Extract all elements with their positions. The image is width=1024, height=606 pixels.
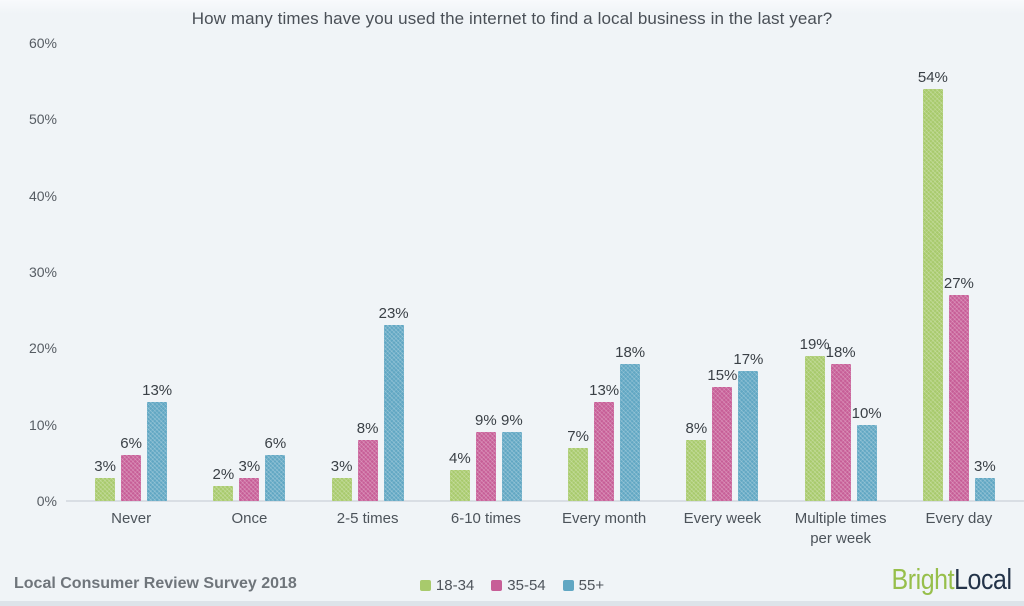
bar-value-label: 8% [685,419,708,437]
bar-18-34: 8% [686,420,707,501]
bar-35-54: 8% [357,420,378,501]
bar-group-multiple-times-per-week: 19% 18% 10% [782,43,900,501]
bar-value-label: 18% [615,343,646,361]
x-axis-label: Once [231,510,268,527]
bar-value-label: 3% [330,458,353,476]
x-axis-label: Every week [683,510,762,527]
bar-35-54: 13% [589,382,619,501]
bar-18-34: 7% [567,428,589,501]
x-axis-label: Every month [562,510,647,527]
bar-value-label: 13% [589,381,620,399]
legend-swatch [419,580,431,591]
legend-label: 55+ [578,577,605,594]
x-axis-line [66,500,1024,502]
y-axis-tick: 60% [28,35,57,51]
legend-label: 18-34 [435,577,475,594]
bar-18-34: 19% [800,336,830,501]
bar-55-: 6% [265,435,286,501]
bar-group-2-5-times: 3% 8% 23% [309,43,427,501]
bar-value-label: 3% [238,458,261,476]
bar-35-54: 6% [120,435,142,501]
legend-swatch [491,580,503,591]
bar-35-54: 27% [944,275,974,501]
legend-label: 35-54 [507,577,546,594]
bar-55-: 18% [615,344,645,501]
bar-35-54: 15% [707,367,737,501]
x-axis-label: Multiple times per week [794,510,887,547]
y-axis-tick: 30% [28,264,57,280]
bar-value-label: 3% [94,458,116,476]
bar-group-every-week: 8% 15% 17% [663,43,781,501]
x-axis-label: 6-10 times [450,510,521,527]
legend: 18-34 35-54 55+ [0,577,1024,594]
bar-value-label: 10% [851,404,882,422]
bar-value-label: 6% [120,435,142,453]
y-axis-tick: 0% [36,493,57,509]
bar-55-: 9% [501,412,523,501]
source-caption: Local Consumer Review Survey 2018 [14,575,297,592]
bar-18-34: 2% [213,466,234,501]
bar-value-label: 23% [378,305,409,323]
bar-55-: 17% [733,351,763,501]
bar-18-34: 54% [918,69,948,501]
bar-55-: 10% [852,405,882,501]
bar-value-label: 4% [449,450,471,468]
chart-title: How many times have you used the interne… [191,9,833,28]
bar-group-never: 3% 6% 13% [72,43,190,501]
bar-value-label: 27% [943,274,974,292]
bar-value-label: 17% [733,351,764,369]
bar-value-label: 13% [142,381,173,399]
legend-item-18-34: 18-34 [419,577,475,594]
x-axis-label: 2-5 times [336,510,399,527]
bar-group-6-10-times: 4% 9% 9% [427,43,545,501]
bar-value-label: 9% [501,412,523,430]
bar-value-label: 19% [799,335,830,353]
x-axis-label: Never [111,510,152,527]
y-axis-tick: 50% [28,111,57,128]
bar-value-label: 7% [567,427,589,445]
bar-18-34: 4% [449,450,471,501]
bar-18-34: 3% [94,458,116,501]
x-axis-labels: Never Once 2-5 times 6-10 times Every month E… [72,509,1018,549]
legend-item-55-: 55+ [562,577,605,594]
bar-value-label: 18% [825,343,856,361]
brand-part-local: Local [954,564,1013,596]
bar-group-once: 2% 3% 6% [190,43,308,501]
bar-value-label: 6% [264,435,287,453]
bar-value-label: 8% [356,419,379,437]
bar-55-: 13% [142,382,172,501]
legend-item-35-54: 35-54 [491,577,546,594]
bar-value-label: 2% [212,465,235,483]
plot-area: 3% 6% 13% 2% 3% 6% 3% 8% 23% 4% 9% 9% 7% 13% 18% 8% 15% 1… [72,43,1018,501]
bar-35-54: 18% [826,344,856,501]
y-axis-tick: 10% [28,416,57,433]
x-axis-label: Every day [925,510,993,527]
bar-group-every-month: 7% 13% 18% [545,43,663,501]
bar-value-label: 3% [974,458,996,476]
bar-value-label: 54% [917,68,948,86]
bar-35-54: 9% [475,412,497,501]
bar-55-: 23% [379,305,409,501]
brand-part-bright: Bright [891,564,955,596]
y-axis-tick: 40% [28,187,57,204]
bar-35-54: 3% [239,458,260,501]
bar-55-: 3% [974,458,996,501]
bottom-border [0,601,1024,606]
legend-swatch [562,580,574,591]
brightlocal-logo: BrightLocal [892,564,1012,597]
bar-group-every-day: 54% 27% 3% [900,43,1018,501]
y-axis-tick: 20% [28,340,57,357]
y-axis: 0% 10% 20% 30% 40% 50% 60% [0,0,60,606]
bar-18-34: 3% [331,458,352,501]
bar-value-label: 9% [475,412,497,430]
bar-value-label: 15% [707,366,738,384]
